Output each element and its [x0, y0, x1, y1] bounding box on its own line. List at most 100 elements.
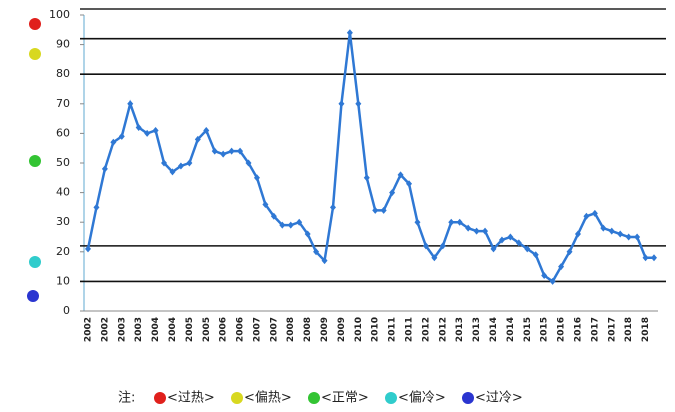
data-point — [439, 242, 446, 250]
data-point — [422, 242, 429, 250]
x-tick-label: 2015 — [540, 317, 550, 342]
x-tick-label: 2005 — [202, 317, 212, 342]
x-tick-label: 2012 — [421, 317, 431, 342]
data-point — [515, 239, 522, 247]
data-point — [583, 212, 590, 220]
data-point — [397, 171, 404, 179]
x-tick-label: 2010 — [371, 317, 381, 342]
x-tick-label: 2010 — [354, 317, 364, 342]
data-point — [566, 248, 573, 256]
data-point — [237, 147, 244, 155]
data-point — [253, 174, 260, 182]
x-tick-label: 2006 — [236, 317, 246, 342]
x-tick-label: 2008 — [303, 317, 313, 342]
data-point — [507, 233, 514, 241]
data-point — [93, 203, 100, 211]
data-point — [625, 233, 632, 241]
data-point — [574, 230, 581, 238]
data-point — [270, 212, 277, 220]
data-point — [228, 147, 235, 155]
data-point — [558, 263, 565, 271]
x-tick-label: 2011 — [405, 317, 415, 342]
data-point — [313, 248, 320, 256]
legend-label: <正常> — [321, 391, 369, 406]
data-point — [448, 218, 455, 226]
data-point — [186, 159, 193, 167]
y-tick-label: 40 — [56, 186, 70, 199]
data-point — [144, 129, 151, 137]
x-tick-label: 2014 — [506, 317, 516, 342]
y-tick-label: 70 — [56, 97, 70, 110]
data-point — [161, 159, 168, 167]
x-tick-label: 2003 — [134, 317, 144, 342]
data-point — [651, 254, 657, 262]
data-point — [634, 233, 641, 241]
x-tick-label: 2008 — [286, 317, 296, 342]
y-tick-label: 50 — [56, 156, 70, 169]
level-dot — [29, 256, 41, 268]
x-tick-label: 2017 — [607, 317, 617, 342]
x-tick-label: 2007 — [252, 317, 262, 342]
x-tick-label: 2009 — [337, 317, 347, 342]
data-point — [549, 277, 556, 285]
data-point — [279, 221, 286, 229]
legend-label: <过热> — [167, 391, 215, 406]
x-tick-label: 2002 — [100, 317, 110, 342]
x-tick-label: 2018 — [624, 317, 634, 342]
data-point — [194, 135, 201, 143]
data-point — [498, 236, 505, 244]
data-point — [321, 257, 328, 265]
x-tick-label: 2007 — [269, 317, 279, 342]
data-point — [287, 221, 294, 229]
x-tick-label: 2016 — [573, 317, 583, 342]
legend-marker — [462, 392, 474, 404]
data-point — [456, 218, 463, 226]
level-dot — [29, 155, 41, 167]
data-line — [86, 32, 654, 284]
level-dot — [27, 290, 39, 302]
data-point — [490, 245, 497, 253]
data-point — [617, 230, 624, 238]
data-point — [608, 227, 615, 235]
data-point — [600, 224, 607, 232]
x-tick-label: 2004 — [151, 317, 161, 342]
y-tick-label: 60 — [56, 126, 70, 139]
x-tick-label: 2017 — [590, 317, 600, 342]
data-point — [642, 254, 649, 262]
legend-marker — [231, 392, 243, 404]
level-dot — [29, 48, 41, 60]
legend-label: <偏冷> — [398, 391, 446, 406]
data-point — [389, 189, 396, 197]
data-point — [406, 180, 413, 188]
data-point — [473, 227, 480, 235]
data-point — [591, 209, 598, 217]
legend-marker — [154, 392, 166, 404]
data-point — [541, 271, 548, 279]
y-tick-label: 10 — [56, 274, 70, 287]
y-tick-label: 90 — [56, 38, 70, 51]
x-tick-label: 2013 — [455, 317, 465, 342]
data-point — [524, 245, 531, 253]
data-point — [431, 254, 438, 262]
data-point — [220, 150, 227, 158]
legend-label: <偏热> — [244, 391, 292, 406]
x-tick-label: 2013 — [472, 317, 482, 342]
data-point — [304, 230, 311, 238]
data-point — [245, 159, 252, 167]
data-point — [372, 206, 379, 214]
data-point — [338, 100, 345, 108]
x-tick-label: 2009 — [320, 317, 330, 342]
data-point — [110, 138, 117, 146]
data-point — [329, 203, 336, 211]
x-tick-label: 2005 — [185, 317, 195, 342]
x-tick-label: 2016 — [557, 317, 567, 342]
data-point — [262, 200, 269, 208]
y-tick-label: 0 — [63, 304, 70, 317]
data-point — [118, 132, 125, 140]
data-point — [177, 162, 184, 170]
data-point — [296, 218, 303, 226]
x-tick-label: 2002 — [84, 317, 94, 342]
x-tick-label: 2012 — [438, 317, 448, 342]
x-tick-label: 2015 — [523, 317, 533, 342]
